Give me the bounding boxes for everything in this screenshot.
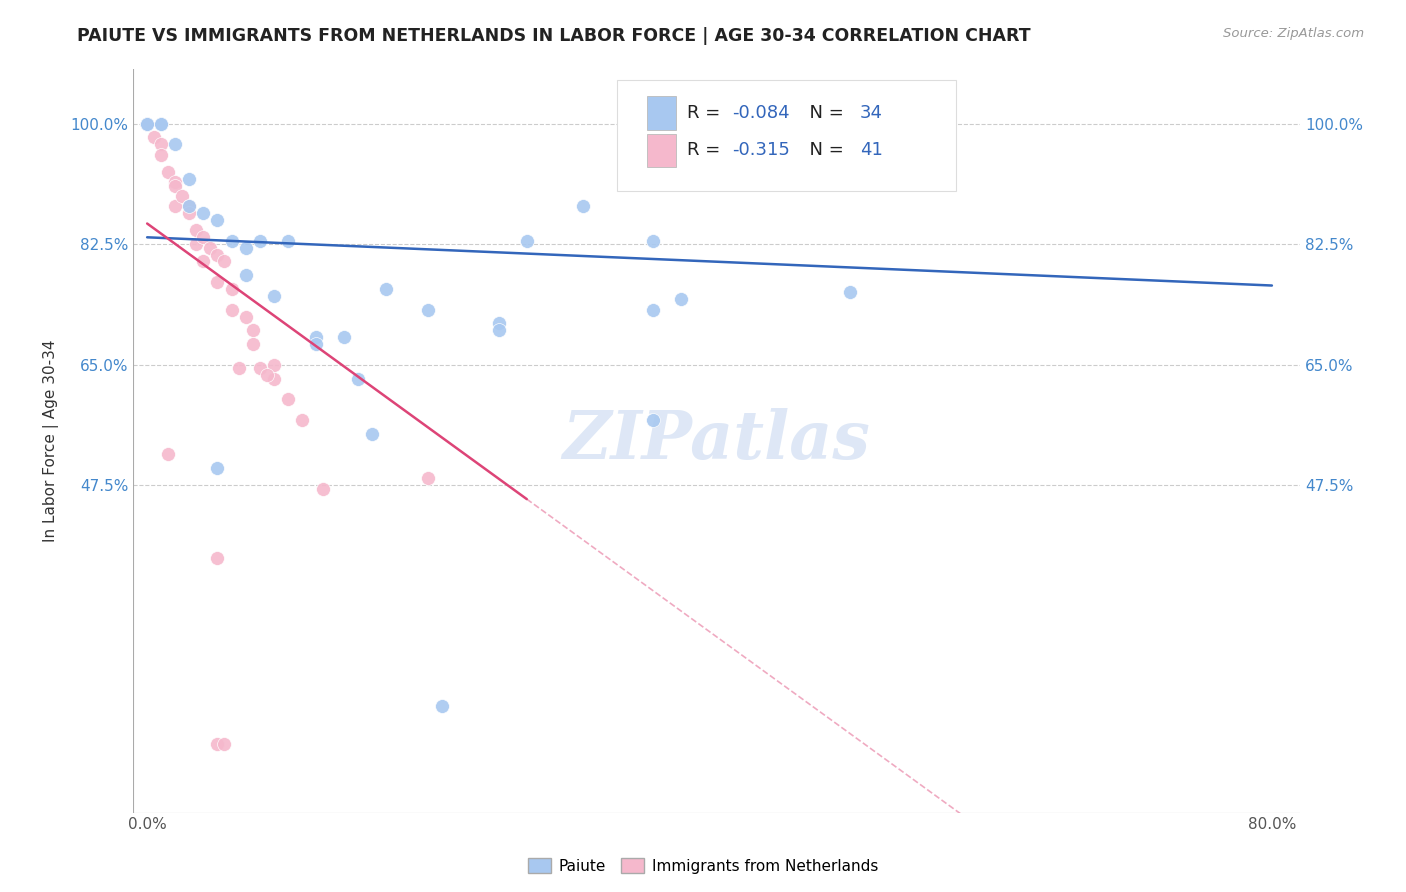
- Point: [207, 461, 229, 475]
- FancyBboxPatch shape: [647, 96, 676, 130]
- Point: [207, 213, 229, 227]
- Point: [136, 117, 159, 131]
- Text: N =: N =: [799, 104, 849, 122]
- Point: [165, 175, 187, 189]
- Point: [249, 234, 271, 248]
- Text: Source: ZipAtlas.com: Source: ZipAtlas.com: [1223, 27, 1364, 40]
- Point: [305, 330, 328, 344]
- Point: [432, 698, 454, 713]
- Point: [305, 337, 328, 351]
- Point: [150, 117, 173, 131]
- Point: [150, 137, 173, 152]
- Point: [235, 241, 257, 255]
- Point: [179, 199, 201, 213]
- Point: [277, 392, 299, 407]
- Text: -0.084: -0.084: [731, 104, 789, 122]
- Point: [136, 117, 159, 131]
- Point: [347, 371, 370, 385]
- Point: [263, 371, 285, 385]
- Point: [572, 199, 595, 213]
- Point: [277, 234, 299, 248]
- Point: [671, 293, 693, 307]
- Point: [136, 117, 159, 131]
- Point: [200, 241, 222, 255]
- Point: [143, 130, 166, 145]
- Text: 34: 34: [860, 104, 883, 122]
- Point: [263, 289, 285, 303]
- Point: [312, 482, 335, 496]
- Point: [235, 310, 257, 324]
- Point: [256, 368, 278, 382]
- Point: [488, 317, 510, 331]
- Point: [333, 330, 356, 344]
- Point: [150, 117, 173, 131]
- Point: [214, 254, 236, 268]
- Point: [207, 247, 229, 261]
- Point: [418, 302, 440, 317]
- Point: [242, 323, 264, 337]
- Point: [157, 165, 180, 179]
- Point: [221, 302, 243, 317]
- Text: 41: 41: [860, 141, 883, 160]
- Point: [221, 234, 243, 248]
- Point: [488, 323, 510, 337]
- Point: [179, 199, 201, 213]
- Text: N =: N =: [799, 141, 849, 160]
- Point: [172, 189, 194, 203]
- Point: [165, 137, 187, 152]
- Point: [157, 447, 180, 461]
- Text: ZIPatlas: ZIPatlas: [562, 408, 870, 473]
- Point: [214, 737, 236, 751]
- Text: PAIUTE VS IMMIGRANTS FROM NETHERLANDS IN LABOR FORCE | AGE 30-34 CORRELATION CHA: PAIUTE VS IMMIGRANTS FROM NETHERLANDS IN…: [77, 27, 1031, 45]
- Point: [179, 171, 201, 186]
- Point: [221, 282, 243, 296]
- Point: [136, 117, 159, 131]
- Point: [839, 285, 862, 300]
- Point: [207, 550, 229, 565]
- Point: [249, 361, 271, 376]
- Point: [643, 234, 665, 248]
- Point: [418, 471, 440, 485]
- Point: [228, 361, 250, 376]
- Point: [165, 199, 187, 213]
- Point: [136, 117, 159, 131]
- Point: [235, 268, 257, 283]
- Point: [136, 117, 159, 131]
- Text: R =: R =: [688, 104, 727, 122]
- Point: [150, 147, 173, 161]
- Y-axis label: In Labor Force | Age 30-34: In Labor Force | Age 30-34: [44, 339, 59, 541]
- Point: [165, 178, 187, 193]
- Point: [193, 206, 215, 220]
- Text: R =: R =: [688, 141, 727, 160]
- Point: [643, 413, 665, 427]
- Point: [207, 737, 229, 751]
- Point: [193, 254, 215, 268]
- Point: [186, 223, 208, 237]
- FancyBboxPatch shape: [617, 79, 956, 191]
- Text: -0.315: -0.315: [731, 141, 790, 160]
- Point: [207, 275, 229, 289]
- Legend: Paiute, Immigrants from Netherlands: Paiute, Immigrants from Netherlands: [522, 852, 884, 880]
- Point: [179, 206, 201, 220]
- Point: [375, 282, 398, 296]
- Point: [136, 117, 159, 131]
- Point: [136, 117, 159, 131]
- Point: [242, 337, 264, 351]
- Point: [361, 426, 384, 441]
- Point: [291, 413, 314, 427]
- Point: [186, 237, 208, 252]
- Point: [516, 234, 538, 248]
- Point: [193, 230, 215, 244]
- FancyBboxPatch shape: [647, 134, 676, 167]
- Point: [263, 358, 285, 372]
- Point: [643, 302, 665, 317]
